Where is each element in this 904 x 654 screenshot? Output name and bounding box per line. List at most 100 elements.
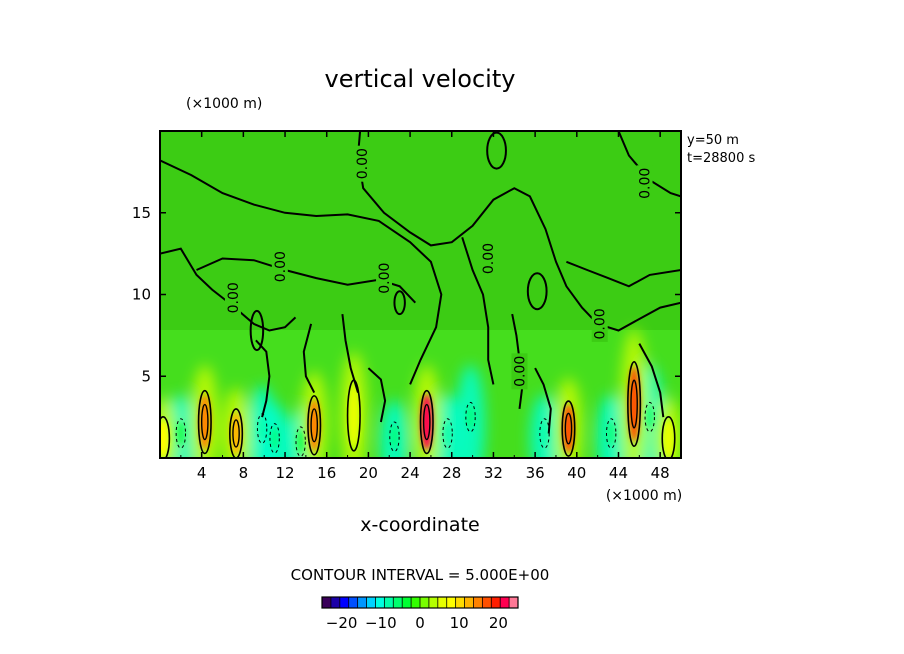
downdraft-core [270,426,279,450]
downdraft-core [645,405,654,429]
colorbar-swatch [509,597,519,608]
zero-contour [566,260,681,288]
zero-contour [255,339,271,418]
colorbar-tick-label: −20 [326,614,358,632]
closed-contour [486,131,507,170]
colorbar-frame [321,596,519,609]
x-axis-label: x-coordinate [360,514,479,536]
downdraft-contour [465,401,476,433]
updraft-core [348,383,360,448]
x-tick-label: 40 [567,464,586,482]
info-y: y=50 m [687,133,739,148]
updraft-inner-contour [200,403,209,441]
x-tick-label: 48 [651,464,670,482]
updraft-core [421,394,433,450]
downdraft-core [607,422,616,445]
colorbar-swatch [455,597,465,608]
downdraft-contour [605,418,617,449]
updraft-inner-contour [422,403,431,441]
updraft-contour [419,389,434,455]
contour-label: 0.00 [273,251,289,282]
updraft-contour [160,416,171,458]
colorbar-swatch [420,597,430,608]
updraft-contour [307,395,322,456]
zero-contour [160,159,443,385]
contour-label: 0.00 [481,243,497,274]
downdraft-core [540,422,549,445]
colorbar-swatch [366,597,376,608]
updraft-inner-contour [630,379,638,429]
contour-label: 0.00 [355,148,371,179]
contour-interval-text: CONTOUR INTERVAL = 5.000E+00 [291,566,550,584]
downdraft-contour [389,421,400,452]
updraft-inner-contour [564,412,573,445]
updraft-contour [661,416,676,458]
downdraft-core [443,422,452,445]
x-tick-label: 16 [317,464,336,482]
colorbar: −20 −10 0 10 20 [321,596,519,632]
x-tick-label: 28 [442,464,461,482]
colorbar-swatch [428,597,439,608]
updraft-contour [197,389,212,455]
zero-contour [367,367,387,423]
updraft-contour [561,400,576,457]
downdraft-core [257,417,267,441]
colorbar-swatch [437,597,448,608]
colorbar-swatch [402,597,412,608]
downdraft-contour [175,418,187,449]
zero-contour [356,131,681,332]
colorbar-swatch [473,597,483,608]
updraft-core [230,411,242,456]
downdraft-core [390,425,399,449]
zero-contour [461,236,495,385]
colorbar-swatch [482,597,492,608]
colorbar-swatch [500,597,510,608]
updraft-core [199,394,211,450]
updraft-core [308,399,320,452]
colorbar-swatch [348,597,358,608]
contour-label: 0.00 [512,356,528,387]
colorbar-tick-label: −10 [365,614,397,632]
contour-label: 0.00 [593,308,609,339]
downdraft-core [466,405,475,429]
colorbar-tick-label: 10 [450,614,469,632]
colorbar-swatch [491,597,501,608]
colorbar-tick-label: 0 [415,614,425,632]
updraft-inner-contour [232,419,240,448]
colorbar-swatch [393,597,403,608]
updraft-contour [346,379,361,452]
colorbar-swatch [446,597,456,608]
chart-title: vertical velocity [325,65,516,93]
zero-contour [638,343,665,418]
updraft-core [562,404,575,453]
colorbar-swatch [322,597,332,608]
closed-contour [526,272,548,311]
info-time: t=28800 s [687,151,755,166]
x-tick-label: 44 [609,464,628,482]
updraft-core [160,419,169,458]
y-tick-label: 10 [132,286,151,304]
colorbar-swatch [411,597,421,608]
downdraft-contour [256,413,268,444]
contour-label: 0.00 [638,168,654,199]
plot-area [160,131,681,458]
contour-label: 0.00 [377,263,393,294]
updraft-core [662,419,675,458]
y-axis-unit: (×1000 m) [186,96,262,112]
downdraft-core [296,430,305,454]
x-tick-label: 20 [359,464,378,482]
downdraft-core [176,422,186,445]
updraft-contour [627,361,642,448]
downdraft-contour [295,426,306,457]
zero-contour [302,323,316,394]
zero-contour [534,367,552,434]
colorbar-swatch [330,597,341,608]
downdraft-contour [442,418,453,449]
updraft-inner-contour [310,408,319,443]
x-tick-label: 8 [239,464,249,482]
x-axis-unit: (×1000 m) [606,488,682,504]
y-tick-label: 15 [132,204,151,222]
downdraft-contour [644,401,655,433]
x-tick-label: 36 [526,464,545,482]
